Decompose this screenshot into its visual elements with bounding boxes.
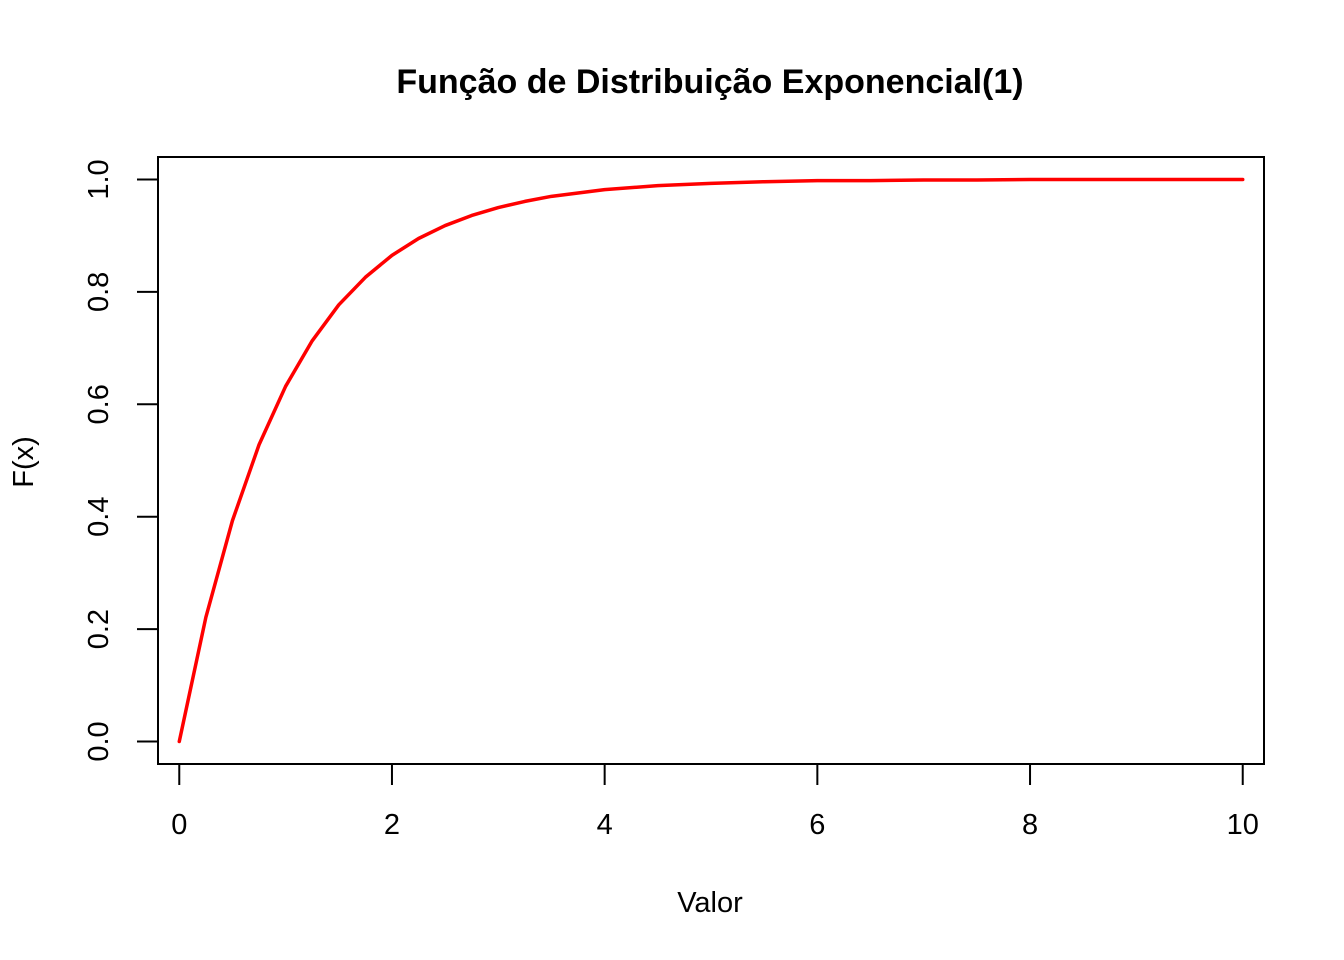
y-tick-label: 0.6 [83, 384, 115, 424]
y-tick-label: 0.4 [83, 497, 115, 537]
y-tick-label: 1.0 [83, 159, 115, 199]
x-tick-label: 8 [1022, 809, 1038, 841]
y-axis: 0.0 0.2 0.4 0.6 0.8 1.0 [83, 159, 158, 762]
series-line-cdf [177, 177, 1245, 744]
chart-title: Função de Distribuição Exponencial(1) [396, 63, 1023, 101]
plot-frame [157, 156, 1265, 765]
x-tick-label: 10 [1227, 809, 1259, 841]
x-axis-label: Valor [677, 887, 743, 919]
y-tick-label: 0.0 [83, 721, 115, 761]
y-tick-label: 0.8 [83, 272, 115, 312]
series-layer [177, 177, 1245, 744]
x-tick-label: 6 [809, 809, 825, 841]
x-tick-label: 2 [384, 809, 400, 841]
y-axis-label: F(x) [8, 436, 40, 488]
x-axis: 0 2 4 6 8 10 [171, 764, 1259, 841]
x-tick-label: 4 [597, 809, 613, 841]
x-tick-label: 0 [171, 809, 187, 841]
y-tick-label: 0.2 [83, 609, 115, 649]
